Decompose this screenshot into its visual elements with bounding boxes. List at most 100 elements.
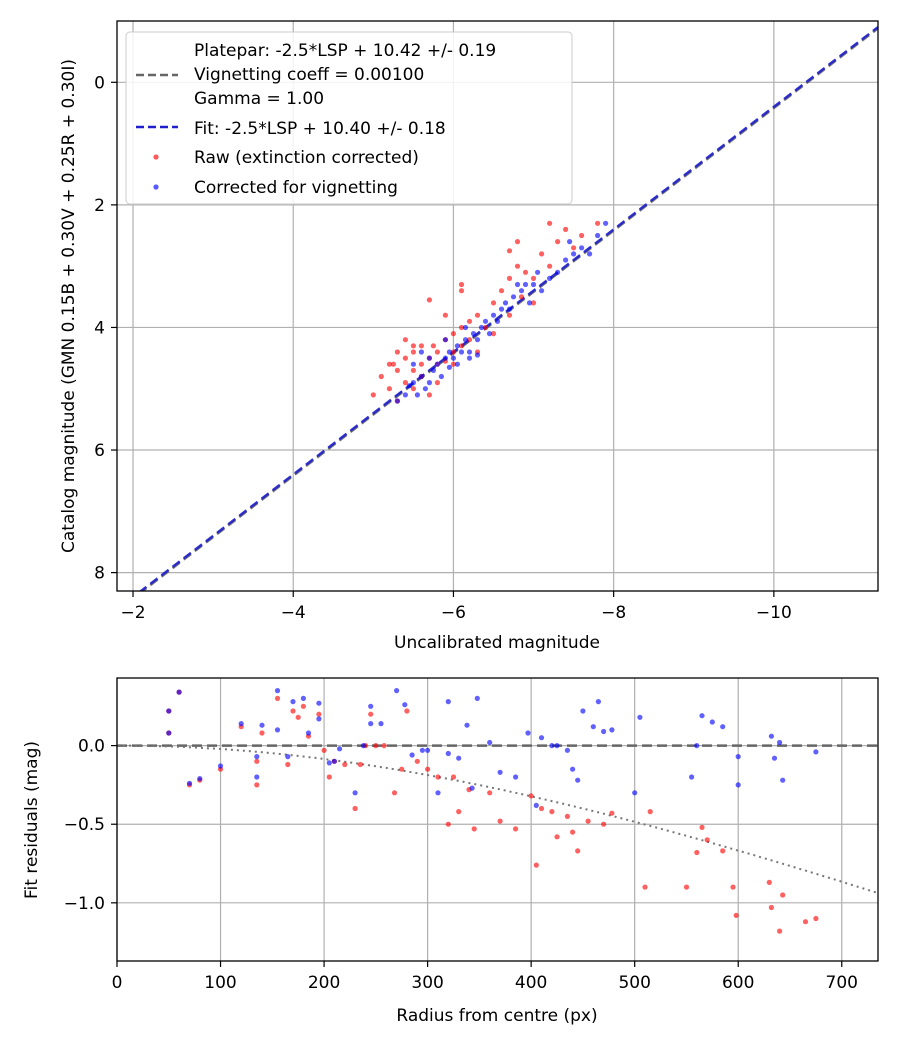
x-tick-label: −4 <box>281 603 306 623</box>
raw-point <box>373 743 379 749</box>
corrected-point <box>430 367 436 373</box>
corrected-point <box>326 760 332 766</box>
bottom-chart: 0 100 200 300 400 500 600 700 0.0 −0.5 −1.0 Radiu… <box>22 677 879 1026</box>
corrected-point <box>290 699 296 705</box>
top-plot-frame <box>116 20 879 592</box>
corrected-point <box>601 728 607 735</box>
raw-point <box>300 703 306 709</box>
corrected-point <box>368 721 374 727</box>
raw-point <box>254 758 260 764</box>
corrected-point <box>466 349 473 355</box>
raw-point <box>471 826 477 832</box>
corrected-point <box>637 714 643 720</box>
corrected-point <box>469 785 475 791</box>
raw-point <box>694 849 700 856</box>
bottom-reference-lines <box>117 744 878 895</box>
corrected-point <box>587 251 593 257</box>
legend-raw-marker <box>153 154 159 160</box>
corrected-point <box>454 343 460 349</box>
corrected-point <box>571 251 577 257</box>
raw-point <box>539 251 545 257</box>
raw-point <box>386 361 392 367</box>
raw-point <box>458 343 465 349</box>
raw-point <box>410 367 416 373</box>
corrected-point <box>259 722 265 728</box>
top-y-ticks: 0 2 4 6 8 <box>94 73 117 584</box>
corrected-point <box>414 392 420 398</box>
y-tick-label: 8 <box>94 564 105 584</box>
raw-point <box>434 380 440 386</box>
bottom-y-axis-label: Fit residuals (mag) <box>22 741 42 899</box>
raw-point <box>450 349 456 355</box>
raw-point <box>538 805 545 812</box>
raw-point <box>390 361 396 367</box>
corrected-point <box>442 337 448 343</box>
raw-point <box>450 331 456 337</box>
bottom-plot-background <box>117 678 878 961</box>
raw-point <box>410 349 416 355</box>
corrected-point <box>474 695 480 702</box>
raw-point <box>391 790 398 796</box>
corrected-point <box>482 318 489 324</box>
raw-point <box>595 220 601 226</box>
x-tick-label: −6 <box>441 603 466 623</box>
corrected-point <box>694 743 700 749</box>
corrected-point <box>539 288 545 294</box>
x-tick-label: 400 <box>515 973 547 993</box>
corrected-point <box>409 752 415 758</box>
bottom-scatter-points <box>166 688 819 934</box>
corrected-point <box>422 386 428 392</box>
corrected-point <box>316 700 322 706</box>
corrected-point <box>535 269 541 275</box>
raw-point <box>699 824 705 831</box>
raw-point <box>547 220 553 226</box>
raw-point <box>506 312 513 318</box>
corrected-point <box>709 719 715 725</box>
raw-point <box>402 337 408 343</box>
x-tick-label: 700 <box>826 973 858 993</box>
raw-point <box>402 355 408 361</box>
corrected-point <box>410 380 416 386</box>
bottom-y-ticks: 0.0 −0.5 −1.0 <box>64 737 117 914</box>
raw-point <box>802 919 809 925</box>
corrected-point <box>166 708 172 714</box>
corrected-point <box>446 364 452 370</box>
corrected-point <box>464 722 470 728</box>
corrected-point <box>554 743 560 749</box>
raw-point <box>518 294 525 300</box>
corrected-point <box>510 294 517 300</box>
raw-point <box>414 758 420 764</box>
raw-point <box>530 275 537 281</box>
x-tick-label: 600 <box>722 973 754 993</box>
raw-point <box>570 829 576 835</box>
raw-point <box>456 809 462 815</box>
raw-point <box>430 343 436 349</box>
corrected-point <box>470 331 477 337</box>
corrected-point <box>590 724 596 730</box>
raw-point <box>522 269 529 275</box>
corrected-point <box>538 735 545 741</box>
corrected-point <box>530 281 537 288</box>
x-tick-label: −2 <box>120 603 145 623</box>
raw-point <box>497 818 503 824</box>
corrected-point <box>331 758 337 764</box>
raw-point <box>647 809 653 815</box>
top-scatter-points <box>370 220 609 404</box>
raw-point <box>394 349 400 355</box>
corrected-point <box>526 300 533 306</box>
corrected-point <box>434 361 440 367</box>
corrected-point <box>570 766 576 772</box>
corrected-point <box>502 300 509 306</box>
corrected-point <box>394 398 400 404</box>
raw-point <box>533 862 539 868</box>
raw-point <box>259 730 265 736</box>
corrected-point <box>394 688 400 694</box>
corrected-point <box>352 790 358 796</box>
corrected-point <box>735 782 741 788</box>
top-chart: −2 −4 −6 −8 −10 0 2 4 6 8 Uncalibrated magnitude… <box>59 20 879 653</box>
raw-point <box>426 297 432 303</box>
legend-raw-label: Raw (extinction corrected) <box>194 148 419 168</box>
corrected-point <box>486 331 493 337</box>
corrected-point <box>238 721 244 727</box>
corrected-point <box>426 380 432 386</box>
